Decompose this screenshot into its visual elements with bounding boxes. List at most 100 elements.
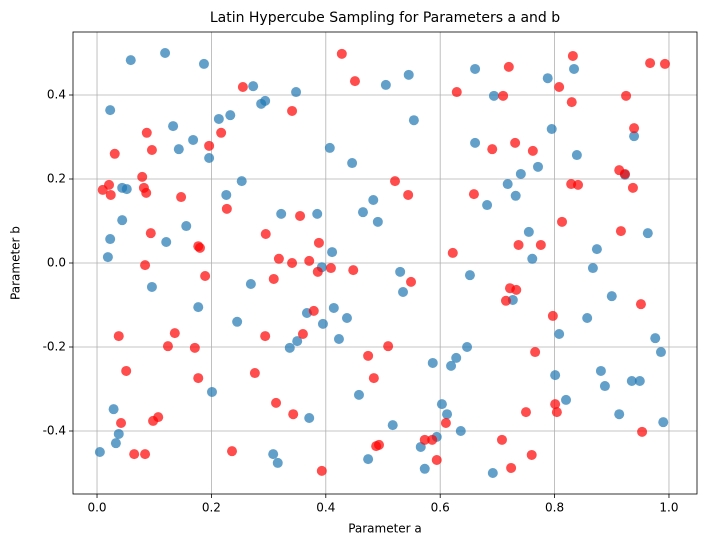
point (237, 82, 248, 93)
point (161, 237, 172, 247)
point (308, 305, 319, 316)
point (542, 73, 553, 84)
point (614, 409, 625, 420)
point (347, 158, 358, 169)
point (194, 242, 205, 253)
x-tick-label: 0.8 (545, 501, 564, 515)
point (317, 318, 328, 329)
point (373, 439, 384, 450)
point (105, 189, 116, 200)
point (659, 58, 670, 69)
y-tick-label: 0.2 (47, 172, 66, 186)
point (451, 352, 462, 363)
y-tick-label: -0.4 (43, 424, 66, 438)
point (655, 347, 666, 358)
point (523, 226, 534, 237)
point (108, 404, 119, 415)
point (94, 447, 105, 457)
point (455, 426, 466, 436)
point (336, 48, 347, 59)
point (526, 449, 537, 460)
point (629, 123, 640, 134)
point (557, 216, 568, 227)
point (571, 150, 582, 161)
point (312, 208, 323, 219)
point (271, 397, 282, 408)
point (627, 182, 638, 193)
point (368, 373, 379, 384)
point (341, 313, 352, 324)
point (102, 252, 113, 263)
point (658, 417, 669, 428)
x-axis-label: Parameter a (348, 522, 422, 536)
point (287, 105, 298, 116)
point (551, 407, 562, 418)
point (427, 357, 438, 368)
point (297, 328, 308, 339)
point (248, 81, 259, 92)
point (629, 131, 640, 142)
point (395, 266, 406, 277)
point (398, 286, 409, 297)
point (419, 463, 430, 474)
point (403, 69, 414, 80)
point (567, 50, 578, 61)
point (260, 229, 271, 240)
point (520, 407, 531, 418)
point (213, 113, 224, 124)
point (146, 281, 157, 292)
point (268, 273, 279, 284)
point (468, 189, 479, 200)
point (121, 365, 132, 376)
point (431, 454, 442, 465)
x-tick-label: 0.4 (316, 501, 335, 515)
point (554, 82, 565, 93)
point (206, 386, 217, 397)
point (642, 228, 653, 239)
point (380, 79, 391, 90)
point (440, 418, 451, 429)
point (635, 299, 646, 310)
point (232, 316, 243, 327)
point (462, 342, 473, 352)
point (113, 428, 124, 439)
y-tick-label: 0.4 (47, 88, 66, 102)
point (316, 465, 327, 476)
point (198, 58, 209, 69)
point (513, 239, 524, 250)
chart-title: Latin Hypercube Sampling for Parameters … (210, 10, 560, 26)
point (502, 179, 513, 190)
point (621, 90, 632, 101)
point (606, 291, 617, 302)
point (145, 228, 156, 239)
point (510, 137, 521, 148)
plot-frame (72, 31, 698, 495)
point (160, 48, 171, 58)
point (645, 58, 656, 69)
point (117, 215, 128, 226)
point (129, 449, 140, 460)
point (327, 247, 338, 258)
point (372, 216, 383, 227)
point (550, 370, 561, 381)
x-tick-label: 0.0 (87, 501, 106, 515)
point (162, 341, 173, 352)
point (291, 87, 302, 98)
point (368, 195, 379, 205)
point (272, 457, 283, 468)
point (113, 331, 124, 342)
point (427, 434, 438, 445)
point (304, 412, 315, 423)
point (188, 134, 199, 145)
point (615, 226, 626, 237)
x-tick-label: 1.0 (659, 501, 678, 515)
point (595, 365, 606, 376)
point (221, 189, 232, 200)
point (403, 189, 414, 200)
point (333, 334, 344, 345)
point (442, 409, 453, 420)
point (221, 203, 232, 214)
point (227, 446, 238, 457)
point (470, 63, 481, 74)
point (249, 368, 260, 379)
